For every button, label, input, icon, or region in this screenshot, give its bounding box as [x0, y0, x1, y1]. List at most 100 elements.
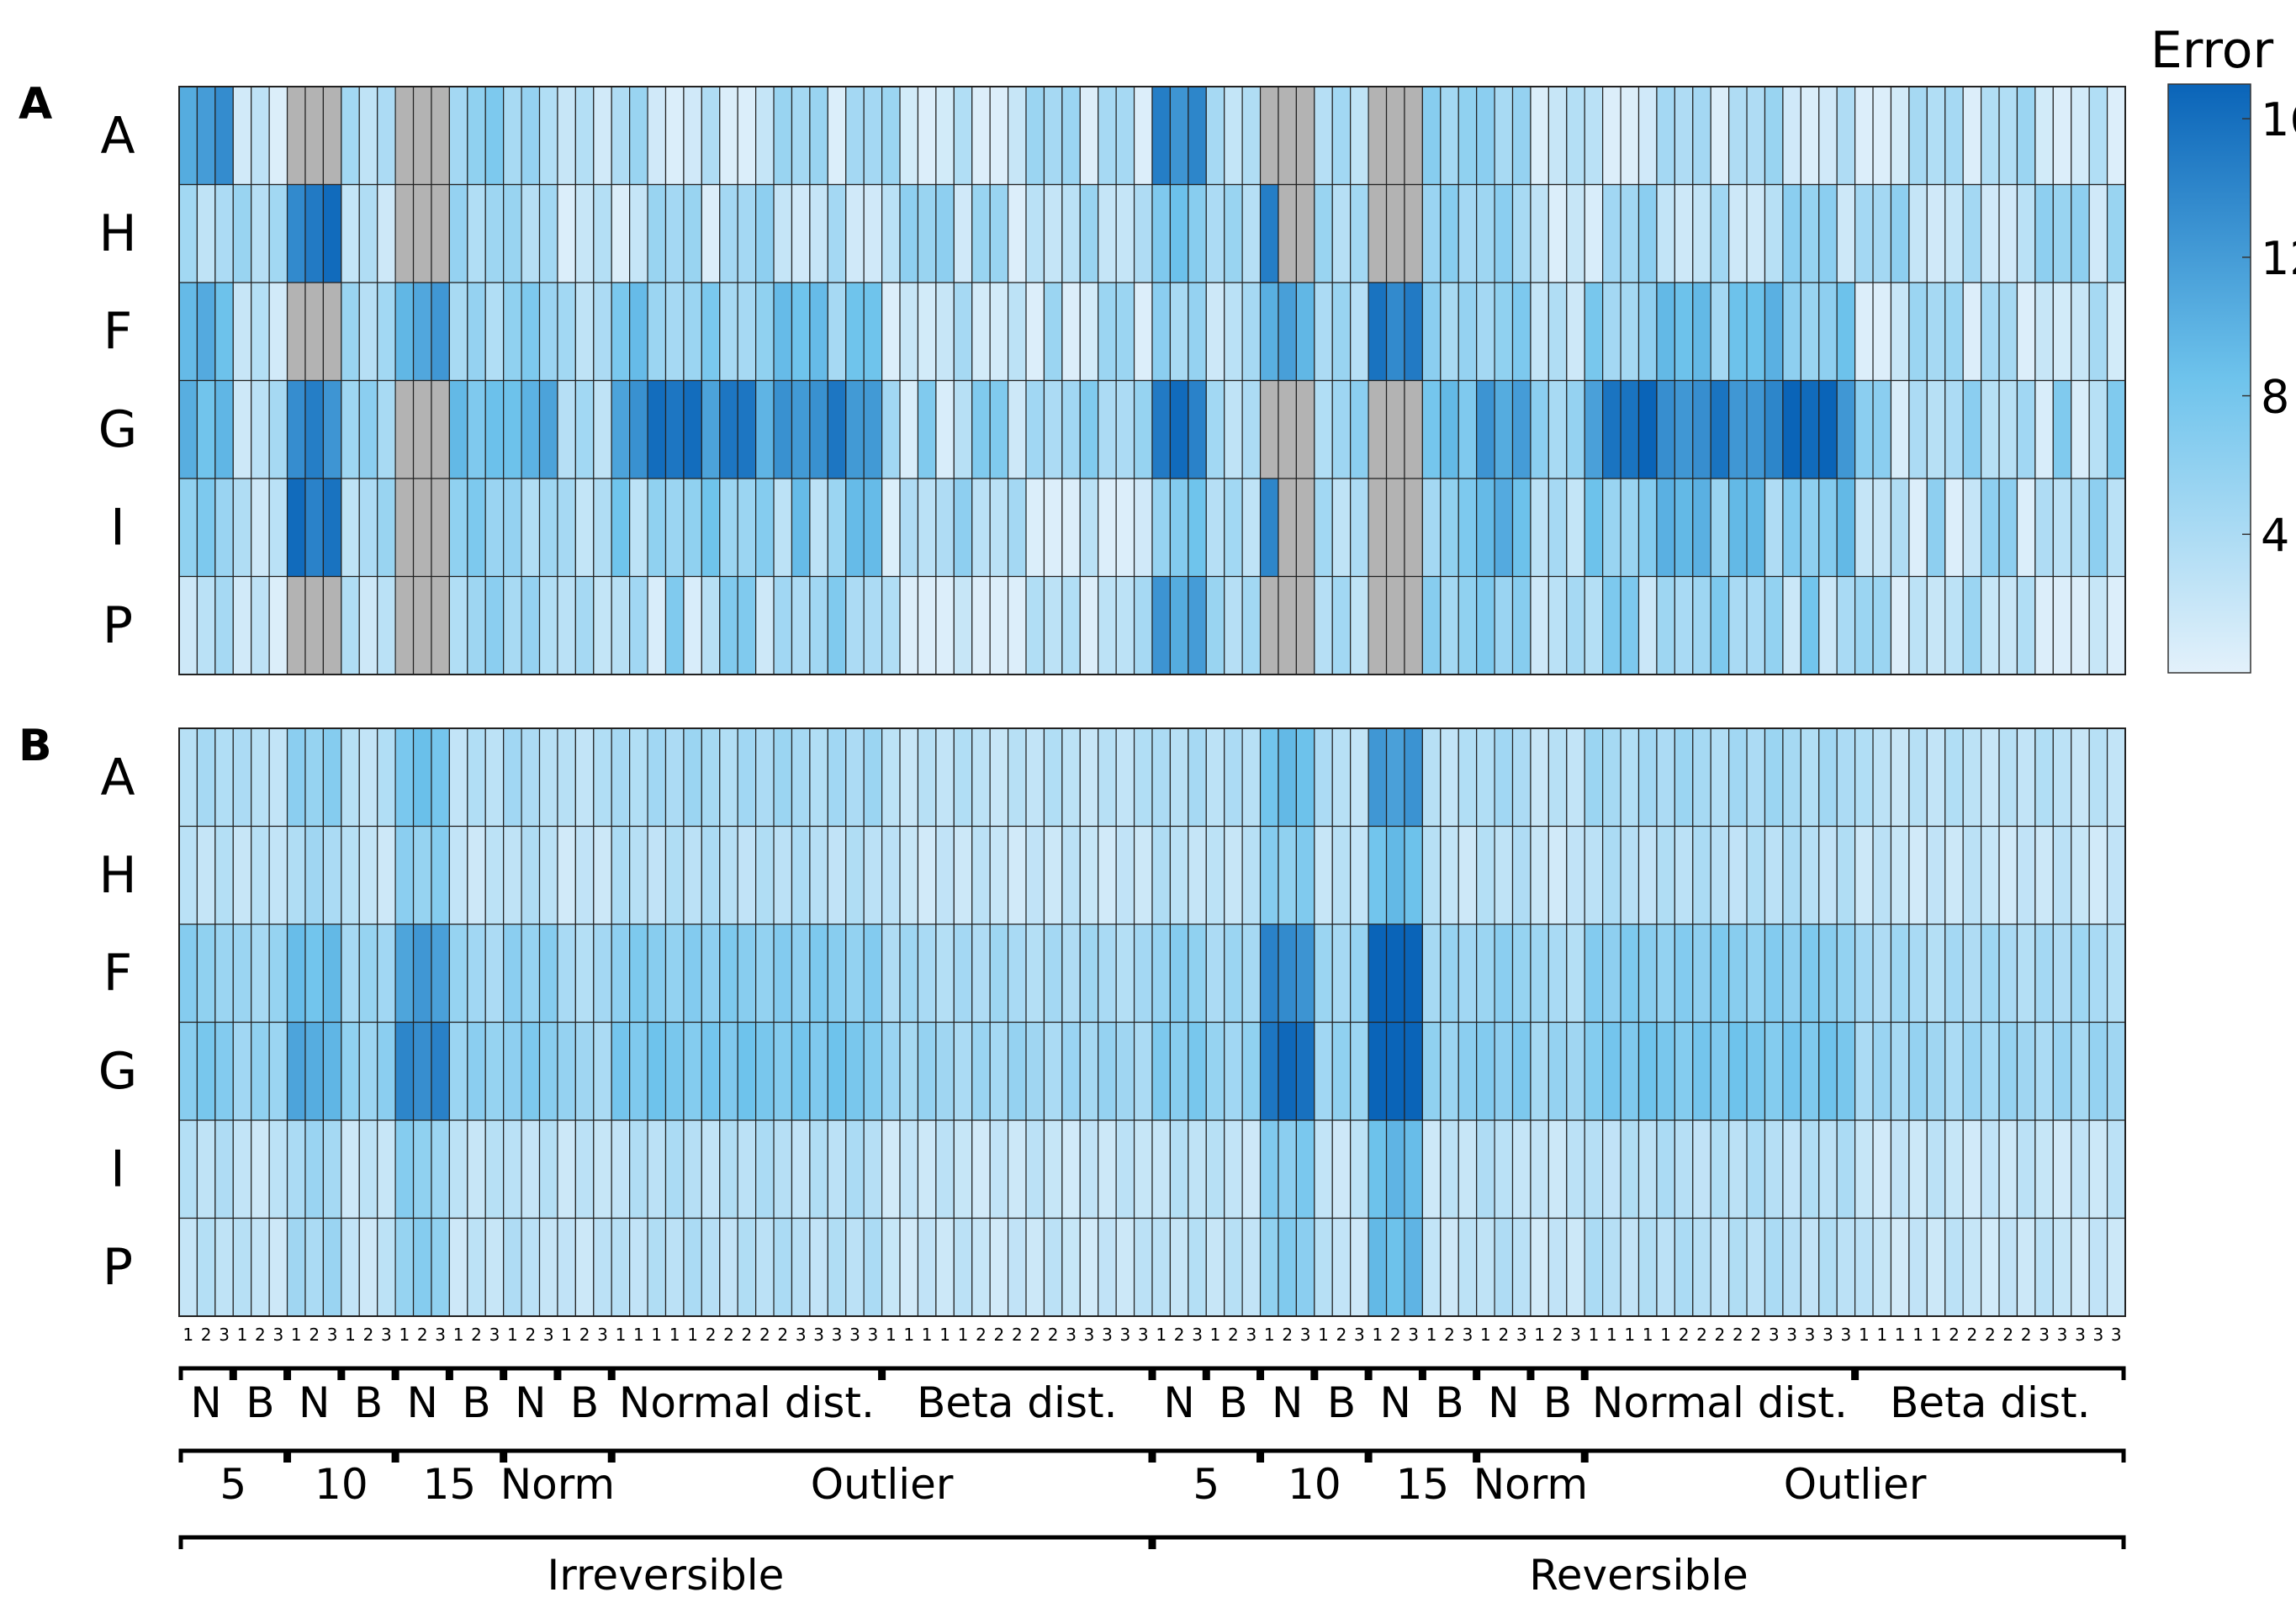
heatmap-cell — [629, 1217, 648, 1317]
heatmap-cell — [719, 379, 738, 479]
heatmap-cell — [647, 825, 667, 925]
colorbar: Error 4 8 12 16 — [2151, 21, 2296, 674]
x-tick-label: 2 — [255, 1325, 266, 1345]
heatmap-cell — [557, 183, 576, 283]
heatmap-cell — [899, 1119, 919, 1219]
heatmap-cell — [251, 575, 270, 675]
heatmap-cell — [1295, 825, 1315, 925]
heatmap-cell — [1350, 1021, 1369, 1121]
x-tick-label: 2 — [994, 1325, 1005, 1345]
heatmap-cell — [971, 1217, 991, 1317]
heatmap-cell — [593, 1119, 612, 1219]
heatmap-cell — [1547, 86, 1568, 186]
heatmap-cell — [1656, 727, 1675, 828]
heatmap-cell — [809, 183, 828, 283]
heatmap-cell — [1133, 86, 1153, 186]
heatmap-cell — [1854, 727, 1874, 828]
heatmap-cell — [1926, 282, 1946, 382]
x-tick-label: 1 — [1895, 1325, 1906, 1345]
heatmap-cell — [1854, 86, 1874, 186]
group-level1-bracket — [503, 1366, 558, 1380]
heatmap-cell — [1404, 183, 1423, 283]
heatmap-cell — [1637, 923, 1658, 1024]
heatmap-cell — [1368, 727, 1388, 828]
heatmap-cell — [1169, 478, 1189, 578]
heatmap-cell — [304, 825, 325, 925]
heatmap-cell — [394, 727, 415, 828]
group-level1-bracket — [1151, 1366, 1207, 1380]
group-level3-label: Reversible — [1529, 1551, 1748, 1600]
heatmap-cell — [1944, 825, 1964, 925]
panel-frame — [178, 727, 2126, 1317]
heatmap-cell — [377, 825, 396, 925]
heatmap-cell — [1620, 575, 1640, 675]
heatmap-cell — [2071, 727, 2090, 828]
heatmap-cell — [574, 825, 595, 925]
heatmap-cell — [1295, 379, 1315, 479]
heatmap-cell — [1800, 86, 1820, 186]
heatmap-cell — [1331, 183, 1352, 283]
heatmap-cell — [737, 478, 757, 578]
heatmap-cell — [809, 1119, 828, 1219]
heatmap-cell — [1656, 825, 1675, 925]
heatmap-cell — [1511, 183, 1532, 283]
heatmap-cell — [1025, 727, 1045, 828]
heatmap-cell — [809, 923, 828, 1024]
heatmap-cell — [1295, 478, 1315, 578]
heatmap-cell — [232, 183, 252, 283]
x-tick-label: 2 — [706, 1325, 717, 1345]
heatmap-cell — [917, 575, 937, 675]
heatmap-cell — [341, 575, 360, 675]
heatmap-cell — [2071, 379, 2090, 479]
heatmap-cell — [2052, 478, 2072, 578]
heatmap-cell — [322, 1021, 342, 1121]
heatmap-cell — [863, 1021, 883, 1121]
heatmap-cell — [377, 86, 396, 186]
heatmap-cell — [1259, 575, 1279, 675]
heatmap-cell — [2071, 282, 2090, 382]
heatmap-cell — [484, 727, 505, 828]
row-label: H — [98, 846, 136, 905]
heatmap-cell — [1025, 923, 1045, 1024]
heatmap-cell — [1079, 86, 1099, 186]
row-label: I — [110, 1140, 125, 1198]
heatmap-cell — [1188, 1021, 1207, 1121]
heatmap-cell — [1854, 379, 1874, 479]
heatmap-cell — [1692, 1217, 1711, 1317]
heatmap-cell — [1818, 1021, 1838, 1121]
colorbar-tick-label: 16 — [2261, 93, 2296, 146]
heatmap-cell — [1314, 575, 1333, 675]
heatmap-cell — [1980, 1119, 2000, 1219]
heatmap-cell — [1674, 282, 1694, 382]
heatmap-cell — [358, 86, 378, 186]
heatmap-cell — [1494, 183, 1514, 283]
heatmap-cell — [719, 825, 738, 925]
heatmap-cell — [1133, 727, 1153, 828]
heatmap-cell — [1331, 86, 1352, 186]
heatmap-cell — [1890, 183, 1910, 283]
x-tick-label: 2 — [1733, 1325, 1743, 1345]
heatmap-cell — [1133, 1217, 1153, 1317]
x-tick-label: 1 — [1589, 1325, 1600, 1345]
heatmap-cell — [1872, 478, 1892, 578]
heatmap-cell — [809, 1021, 828, 1121]
heatmap-cell — [989, 575, 1009, 675]
heatmap-cell — [1800, 282, 1820, 382]
heatmap-cell — [2052, 727, 2072, 828]
heatmap-cell — [251, 1021, 270, 1121]
heatmap-cell — [1854, 183, 1874, 283]
heatmap-cell — [1314, 825, 1333, 925]
heatmap-cell — [1674, 923, 1694, 1024]
heatmap-cell — [1908, 86, 1928, 186]
heatmap-cell — [341, 727, 360, 828]
heatmap-cell — [611, 86, 631, 186]
heatmap-cell — [881, 923, 901, 1024]
heatmap-cell — [1962, 86, 1982, 186]
heatmap-cell — [521, 825, 541, 925]
heatmap-cell — [1385, 825, 1405, 925]
heatmap-cell — [557, 478, 576, 578]
heatmap-cell — [1043, 478, 1063, 578]
heatmap-cell — [1710, 379, 1730, 479]
heatmap-cell — [1098, 727, 1117, 828]
heatmap-cell — [1746, 923, 1766, 1024]
